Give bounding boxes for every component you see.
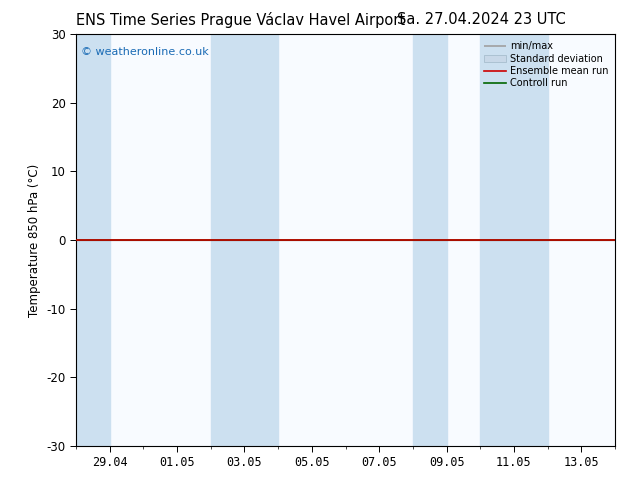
Bar xyxy=(76,34,110,446)
Text: © weatheronline.co.uk: © weatheronline.co.uk xyxy=(81,47,209,57)
Bar xyxy=(480,34,548,446)
Text: Sa. 27.04.2024 23 UTC: Sa. 27.04.2024 23 UTC xyxy=(398,12,566,27)
Bar xyxy=(413,34,446,446)
Bar xyxy=(210,34,278,446)
Legend: min/max, Standard deviation, Ensemble mean run, Controll run: min/max, Standard deviation, Ensemble me… xyxy=(482,39,610,90)
Text: ENS Time Series Prague Václav Havel Airport: ENS Time Series Prague Václav Havel Airp… xyxy=(76,12,406,28)
Y-axis label: Temperature 850 hPa (°C): Temperature 850 hPa (°C) xyxy=(28,164,41,317)
